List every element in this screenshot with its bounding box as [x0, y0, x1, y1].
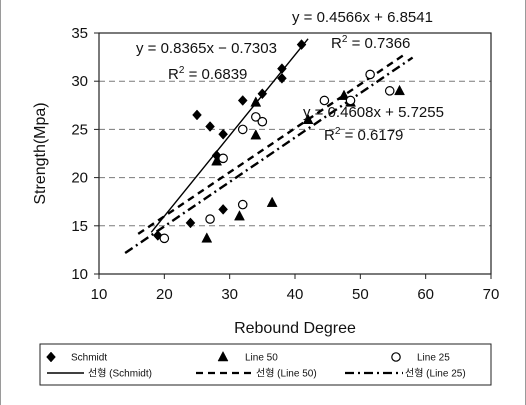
legend-marker-diamond [46, 351, 56, 363]
trendline-equation: y = 0.4608x + 5.7255 [303, 104, 444, 121]
data-point-diamond [257, 88, 268, 100]
axes: 10 15 20 25 30 35 10 20 30 40 50 60 70 Rebound Degree… [32, 25, 499, 337]
data-point-diamond [277, 63, 287, 75]
grid-lines [99, 32, 491, 227]
data-point-circle [345, 95, 356, 106]
data-point-diamond [192, 109, 202, 121]
data-point-circle [257, 116, 268, 127]
legend-label: Line 25 [417, 353, 450, 364]
y-axis-label: Strength(Mpa) [32, 102, 49, 204]
y-tick-label: 10 [71, 266, 88, 283]
data-point-diamond [237, 95, 248, 106]
r2-superscript: 2 [342, 34, 348, 45]
data-point-circle [218, 153, 228, 164]
x-tick-label: 40 [287, 286, 304, 303]
data-point-triangle [201, 232, 213, 243]
data-point-triangle [250, 129, 262, 140]
legend-label: 선형 (Line 25) [405, 368, 466, 380]
x-tick-label: 10 [91, 286, 108, 303]
data-point-circle [237, 199, 248, 210]
y-tick-label: 30 [71, 73, 88, 90]
r2-superscript: 2 [179, 65, 185, 76]
x-tick-label: 70 [483, 286, 500, 303]
trendline-r2: R2 = 0.6839 [168, 65, 247, 83]
legend-marker-triangle [217, 350, 229, 362]
r2-symbol: R [168, 66, 179, 83]
trendline-equation: y = 0.4566x + 6.8541 [292, 9, 433, 26]
trendline-r2: R2 = 0.6179 [324, 126, 403, 144]
x-tick-label: 30 [221, 286, 238, 303]
data-points [152, 39, 405, 244]
data-point-circle [365, 69, 375, 80]
r2-value: = 0.7366 [347, 35, 410, 52]
legend-marker-circle [391, 352, 401, 362]
data-point-circle [251, 112, 261, 122]
x-tick-label: 20 [156, 286, 173, 303]
data-point-triangle [266, 196, 278, 207]
y-tick-label: 15 [71, 218, 88, 235]
legend-label: 선형 (Schmidt) [88, 368, 152, 380]
trendline-dashdot [124, 56, 414, 255]
data-point-circle [159, 233, 170, 244]
data-point-circle [319, 95, 330, 106]
y-tick-label: 20 [71, 170, 88, 187]
legend-box [39, 343, 492, 386]
data-point-diamond [205, 121, 215, 132]
x-tick-label: 50 [352, 286, 369, 303]
data-point-triangle [234, 210, 245, 221]
r2-value: = 0.6839 [184, 66, 247, 83]
data-point-circle [384, 86, 395, 96]
trendline-equation: y = 0.8365x − 0.7303 [136, 40, 277, 57]
r2-symbol: R [324, 127, 335, 144]
data-point-triangle [394, 84, 405, 96]
data-point-diamond [277, 72, 287, 84]
data-point-diamond [185, 217, 196, 229]
r2-symbol: R [331, 35, 342, 52]
trendline-dash [137, 52, 407, 235]
legend-label: 선형 (Line 50) [256, 368, 317, 380]
data-point-triangle [302, 113, 314, 125]
legend: Schmidt Line 50 Line 25 선형 (Schmidt) 선형 (Lin… [39, 343, 492, 386]
r2-value: = 0.6179 [340, 127, 403, 144]
x-axis-label: Rebound Degree [234, 320, 356, 337]
y-tick-label: 35 [71, 25, 88, 42]
x-tick-label: 60 [417, 286, 434, 303]
data-point-diamond [218, 128, 228, 140]
data-point-triangle [250, 96, 262, 107]
y-tick-label: 25 [71, 121, 88, 138]
data-point-circle [205, 214, 215, 224]
legend-label: Schmidt [71, 353, 107, 364]
data-point-triangle [338, 89, 350, 100]
trendline-r2: R2 = 0.7366 [331, 34, 410, 52]
legend-label: Line 50 [245, 353, 278, 364]
data-point-diamond [296, 39, 307, 50]
r2-superscript: 2 [335, 126, 341, 137]
data-point-diamond [218, 204, 228, 215]
data-point-circle [237, 124, 248, 135]
